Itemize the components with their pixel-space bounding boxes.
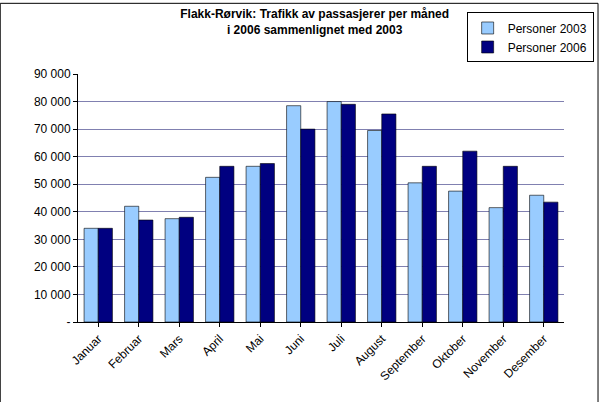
- svg-text:Desember: Desember: [501, 332, 550, 381]
- svg-text:April: April: [199, 332, 226, 359]
- svg-text:November: November: [461, 332, 510, 381]
- svg-text:Flakk-Rørvik: Trafikk av passa: Flakk-Rørvik: Trafikk av passasjerer per…: [180, 7, 449, 37]
- svg-text:60 000: 60 000: [34, 150, 71, 164]
- svg-text:90 000: 90 000: [34, 67, 71, 81]
- svg-text:20 000: 20 000: [34, 260, 71, 274]
- svg-text:80 000: 80 000: [34, 95, 71, 109]
- svg-text:Februar: Februar: [105, 332, 145, 372]
- svg-text:Mai: Mai: [243, 332, 267, 356]
- svg-text:Juli: Juli: [325, 332, 348, 355]
- svg-text:Juni: Juni: [282, 332, 307, 357]
- svg-text:September: September: [377, 332, 428, 383]
- svg-text:Personer 2006: Personer 2006: [508, 41, 587, 55]
- svg-text:Oktober: Oktober: [429, 332, 469, 372]
- svg-text:Personer 2003: Personer 2003: [508, 22, 587, 36]
- svg-text:40 000: 40 000: [34, 205, 71, 219]
- svg-text:30 000: 30 000: [34, 233, 71, 247]
- svg-text:10 000: 10 000: [34, 288, 71, 302]
- svg-text:70 000: 70 000: [34, 122, 71, 136]
- svg-text:Januar: Januar: [69, 332, 105, 368]
- svg-text:50 000: 50 000: [34, 177, 71, 191]
- svg-text:-: -: [67, 315, 71, 329]
- svg-text:August: August: [352, 331, 389, 368]
- svg-text:Mars: Mars: [157, 332, 186, 361]
